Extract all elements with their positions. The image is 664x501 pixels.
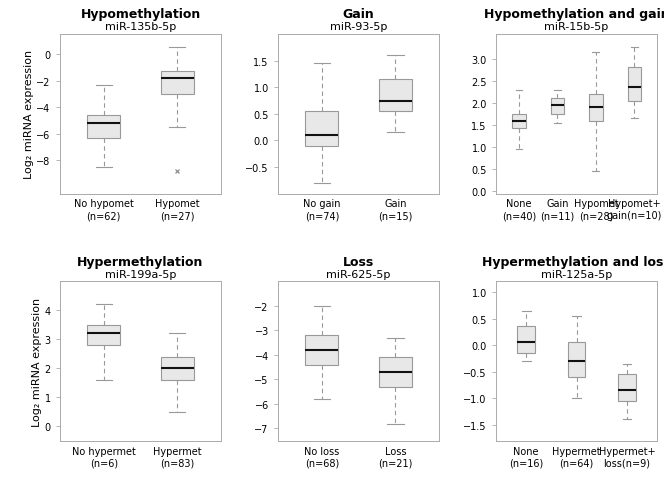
PathPatch shape — [378, 358, 412, 387]
Text: miR-93-5p: miR-93-5p — [330, 23, 387, 32]
PathPatch shape — [87, 325, 120, 345]
Y-axis label: Log₂ miRNA expression: Log₂ miRNA expression — [32, 297, 42, 426]
PathPatch shape — [568, 343, 586, 377]
Text: miR-135b-5p: miR-135b-5p — [105, 23, 176, 32]
PathPatch shape — [550, 99, 564, 115]
PathPatch shape — [87, 116, 120, 138]
Title: Hypermethylation and loss: Hypermethylation and loss — [482, 255, 664, 268]
PathPatch shape — [161, 357, 194, 380]
Title: Gain: Gain — [343, 9, 374, 22]
Title: Hypomethylation and gain: Hypomethylation and gain — [484, 9, 664, 22]
Title: Hypermethylation: Hypermethylation — [77, 255, 204, 268]
PathPatch shape — [161, 72, 194, 95]
PathPatch shape — [627, 68, 641, 101]
PathPatch shape — [305, 112, 339, 146]
Text: miR-625-5p: miR-625-5p — [327, 269, 390, 279]
PathPatch shape — [618, 375, 636, 401]
PathPatch shape — [589, 95, 602, 121]
PathPatch shape — [512, 115, 526, 129]
PathPatch shape — [517, 327, 535, 353]
Text: miR-125a-5p: miR-125a-5p — [541, 269, 612, 279]
Title: Hypomethylation: Hypomethylation — [80, 9, 201, 22]
PathPatch shape — [305, 336, 339, 365]
Text: miR-199a-5p: miR-199a-5p — [105, 269, 176, 279]
Title: Loss: Loss — [343, 255, 374, 268]
PathPatch shape — [378, 80, 412, 112]
Text: miR-15b-5p: miR-15b-5p — [544, 23, 609, 32]
Y-axis label: Log₂ miRNA expression: Log₂ miRNA expression — [24, 50, 34, 179]
